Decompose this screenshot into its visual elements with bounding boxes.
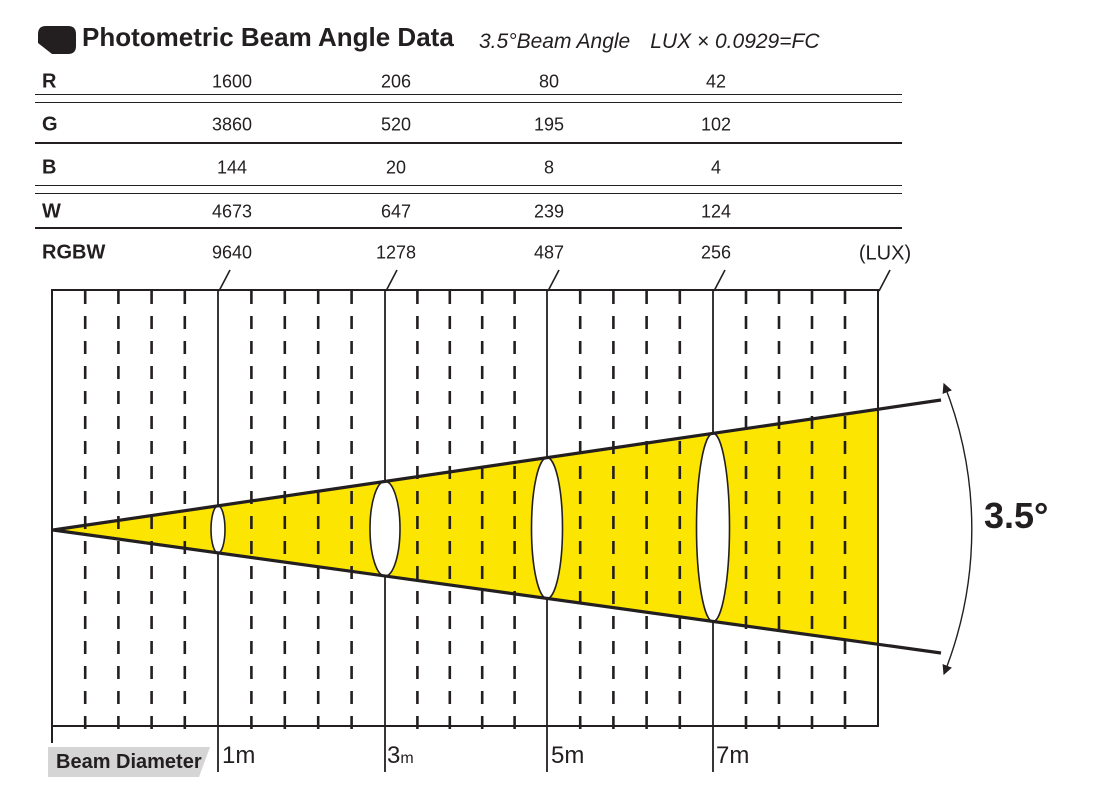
- row-label: RGBW: [42, 241, 106, 264]
- row-label: G: [42, 113, 58, 136]
- photometric-table: R 1600 206 80 42 G 3860 520 195 102 B 14…: [0, 0, 1093, 290]
- distance-label-3m: 3m: [387, 742, 414, 769]
- lux-value: 195: [533, 114, 565, 135]
- row-label: W: [42, 200, 61, 223]
- lux-value: 8: [543, 157, 555, 178]
- distance-label-1m: 1m: [222, 742, 256, 769]
- lux-value: 124: [700, 201, 732, 222]
- lux-value: 42: [705, 71, 727, 92]
- lux-value: 520: [380, 114, 412, 135]
- lux-value: 3860: [211, 114, 253, 135]
- subtitle: 3.5°Beam Angle LUX × 0.0929=FC: [479, 30, 820, 54]
- lux-value: 20: [385, 157, 407, 178]
- lux-value: 239: [533, 201, 565, 222]
- page-title: Photometric Beam Angle Data: [82, 22, 454, 52]
- distance-label-5m: 5m: [551, 742, 585, 769]
- row-label: B: [42, 156, 57, 179]
- row-separator: [35, 227, 902, 230]
- lux-value: 102: [700, 114, 732, 135]
- lux-value: 144: [216, 157, 248, 178]
- beam-angle-value: 3.5°: [984, 495, 1049, 536]
- beam-angle-subtitle: 3.5°Beam Angle: [479, 30, 631, 53]
- lux-fc-formula: LUX × 0.0929=FC: [650, 30, 820, 53]
- lux-unit-label: (LUX): [858, 242, 912, 265]
- lux-value: 4: [710, 157, 722, 178]
- beam-diameter-label: Beam Diameter: [48, 747, 210, 777]
- lux-value: 9640: [211, 242, 253, 263]
- row-label: R: [42, 70, 57, 93]
- bullet-icon: [38, 26, 76, 54]
- row-separator: [35, 185, 902, 194]
- lux-value: 1278: [375, 242, 417, 263]
- row-separator: [35, 142, 902, 144]
- distance-label-7m: 7m: [716, 742, 750, 769]
- lux-value: 1600: [211, 71, 253, 92]
- lux-value: 487: [533, 242, 565, 263]
- row-separator: [35, 94, 902, 103]
- lux-value: 256: [700, 242, 732, 263]
- lux-value: 80: [538, 71, 560, 92]
- lux-value: 4673: [211, 201, 253, 222]
- lux-value: 206: [380, 71, 412, 92]
- lux-value: 647: [380, 201, 412, 222]
